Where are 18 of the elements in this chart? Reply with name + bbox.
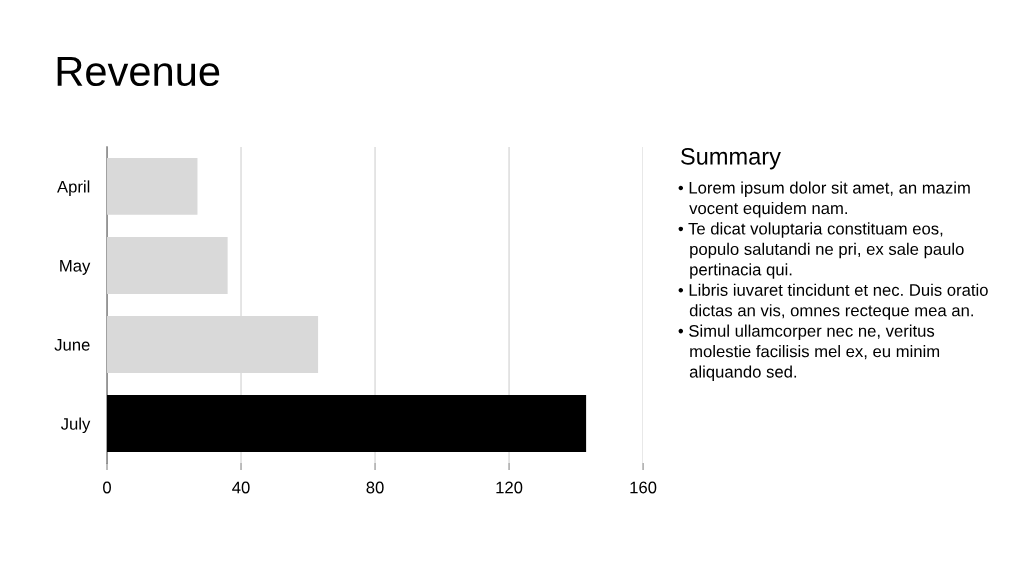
bar — [107, 237, 228, 294]
y-tick-label: July — [60, 417, 91, 434]
x-tick-label: 40 — [232, 481, 250, 494]
x-tick-label: 160 — [630, 481, 657, 494]
text: Summary — [681, 148, 781, 170]
bar — [107, 157, 198, 215]
bar — [107, 395, 587, 453]
x-tick-label: 120 — [496, 481, 523, 494]
text: • Libris iuvaret tincidunt et nec. Duis oratio dictas an vis, omnes recteque mea an. — [678, 283, 988, 320]
y-tick-label: May — [60, 260, 91, 275]
chart-title: Revenue — [57, 56, 220, 87]
y-tick-label: June — [54, 339, 90, 351]
text: • Lorem ipsum dolor sit amet, an mazim vocent equidem nam. — [678, 181, 970, 218]
x-tick-label: 0 — [103, 481, 111, 494]
text: • Simul ullamcorper nec ne, veritus molestie facilisis mel ex, eu minim aliquando sed. — [678, 324, 940, 382]
y-tick-label: April — [57, 180, 90, 196]
text: • Te dicat voluptaria constituam eos, populo salutandi ne pri, ex sale paulo pertinacia qui. — [678, 222, 964, 279]
x-tick-label: 80 — [366, 481, 384, 494]
